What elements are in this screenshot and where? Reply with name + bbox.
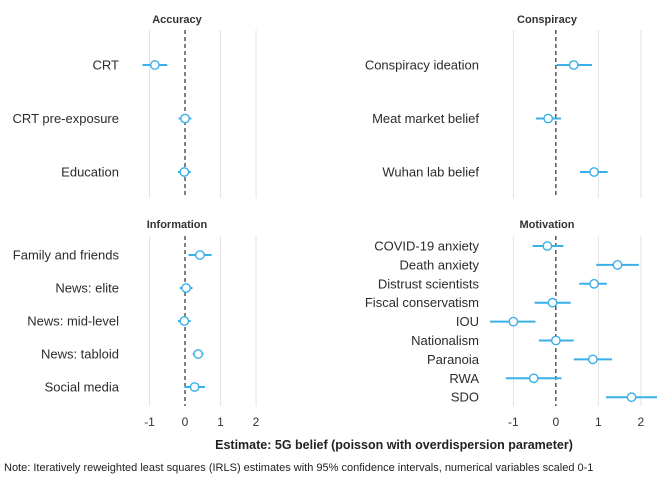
x-tick-label: 0 (553, 415, 560, 429)
estimate-point-crt-pre-exposure (180, 113, 190, 124)
estimate-point-news-elite (181, 283, 191, 293)
category-label: CRT pre-exposure (13, 111, 119, 126)
x-axis-title: Estimate: 5G belief (poisson with overdi… (215, 438, 573, 452)
category-label: IOU (456, 314, 479, 329)
panel-title: Information (147, 219, 208, 231)
estimate-point-social-media (189, 382, 200, 392)
category-label: Fiscal conservatism (365, 295, 479, 310)
estimate-point-nationalism (550, 335, 561, 346)
estimate-point-wuhan-lab-belief (589, 167, 600, 177)
panel-title: Motivation (520, 219, 575, 231)
category-label: Nationalism (411, 333, 479, 348)
category-label: Conspiracy ideation (365, 58, 479, 73)
category-label: News: mid-level (27, 314, 119, 329)
panel-conspiracy: Conspiracy Conspiracy ideation Meat market… (365, 14, 642, 198)
estimate-point-death-anxiety (612, 259, 623, 270)
panel-motivation: Motivation COVID-19 anxiety Death anxiety D… (365, 219, 658, 406)
category-label: COVID-19 anxiety (374, 239, 479, 254)
estimate-point-news-tabloid (193, 349, 204, 359)
estimate-point-education (179, 167, 190, 177)
category-label: News: tabloid (41, 347, 119, 362)
x-tick-label: -1 (508, 415, 519, 429)
footnote: Note: Iteratively reweighted least squar… (4, 462, 593, 474)
x-tick-label: -1 (144, 415, 155, 429)
estimate-point-fiscal-conservatism (547, 297, 558, 308)
panel-title: Accuracy (152, 14, 202, 26)
x-tick-label: 2 (253, 415, 260, 429)
x-tick-label: 2 (638, 415, 645, 429)
x-tick-label: 0 (182, 415, 189, 429)
estimate-point-sdo (626, 392, 637, 403)
estimate-point-distrust-scientists (589, 278, 600, 289)
panel-title: Conspiracy (517, 14, 578, 26)
category-label: Meat market belief (372, 111, 479, 126)
panel-information: Information Family and friends News: elite… (13, 219, 257, 406)
estimate-point-iou (508, 316, 519, 327)
category-label: CRT (93, 58, 120, 73)
estimate-point-news-mid-level (179, 316, 190, 326)
category-label: Family and friends (13, 248, 120, 263)
estimate-point-paranoia (587, 354, 598, 365)
category-label: Wuhan lab belief (382, 165, 479, 180)
estimate-point-crt (149, 60, 160, 70)
panel-accuracy: Accuracy CRT CRT pre-exposure Education (13, 14, 257, 198)
category-label: Distrust scientists (378, 276, 480, 291)
category-label: RWA (449, 371, 479, 386)
estimate-point-covid-19-anxiety (542, 241, 553, 251)
category-label: Education (61, 165, 119, 180)
x-tick-label: 1 (595, 415, 602, 429)
category-label: Death anxiety (400, 257, 480, 272)
estimate-point-meat-market-belief (543, 113, 554, 124)
x-axis: -1 0 1 2 -1 0 1 2 (144, 415, 644, 429)
x-tick-label: 1 (217, 415, 224, 429)
estimate-point-family-and-friends (195, 250, 205, 260)
category-label: SDO (451, 390, 479, 405)
estimate-point-conspiracy-ideation (568, 60, 579, 70)
category-label: News: elite (55, 281, 119, 296)
estimate-point-rwa (528, 373, 539, 384)
category-label: Social media (45, 380, 120, 395)
category-label: Paranoia (427, 352, 480, 367)
